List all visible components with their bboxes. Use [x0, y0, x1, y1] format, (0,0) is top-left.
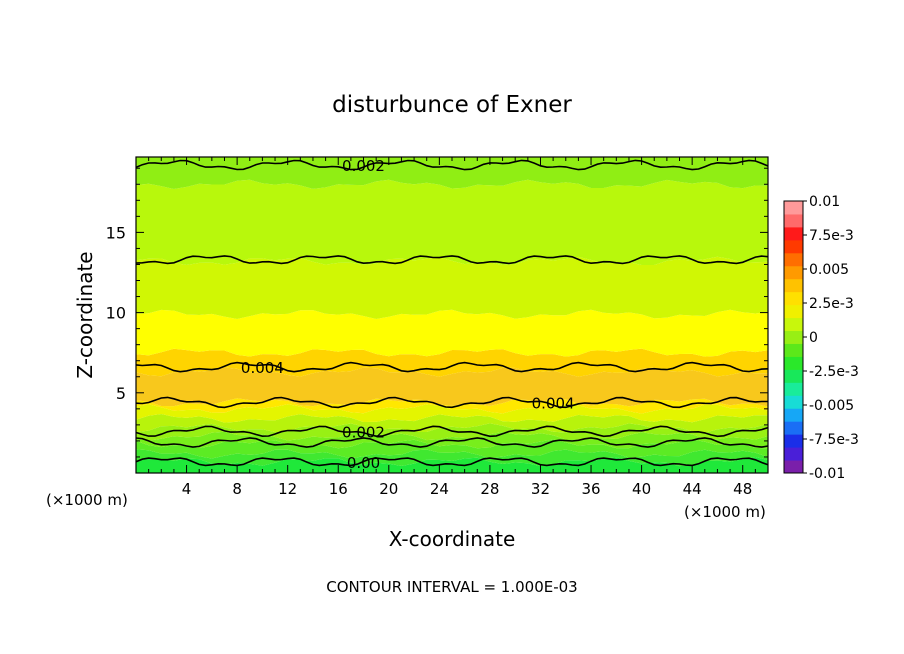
contour-band	[136, 449, 768, 467]
colorbar-label: 0.005	[809, 262, 849, 278]
colorbar-swatch	[784, 213, 803, 228]
x-tick-label: 32	[531, 480, 550, 498]
colorbar-swatch	[784, 304, 803, 319]
colorbar-swatch	[784, 239, 803, 254]
x-tick-label: 40	[632, 480, 651, 498]
chart-title: disturbunce of Exner	[332, 92, 572, 118]
x-tick-label: 44	[683, 480, 702, 498]
x-tick-label: 8	[232, 480, 242, 498]
contour-band	[136, 457, 768, 473]
contour-line	[135, 425, 769, 438]
contour-line	[135, 361, 769, 373]
colorbar-swatch	[784, 343, 803, 357]
x-tick-label: 4	[182, 480, 192, 498]
contour-line	[135, 437, 769, 448]
colorbar-swatch	[784, 265, 803, 280]
x-axis-label: X-coordinate	[389, 527, 516, 551]
colorbar-swatch	[784, 317, 803, 332]
colorbar-swatch	[784, 382, 803, 396]
colorbar-label: -0.005	[809, 398, 854, 414]
colorbar-swatch	[784, 369, 803, 383]
colorbar-label: -7.5e-3	[809, 432, 859, 448]
colorbar-label: 7.5e-3	[809, 228, 854, 244]
contour-band	[136, 414, 768, 433]
x-tick-label: 12	[278, 480, 297, 498]
contour-interval-note: CONTOUR INTERVAL = 1.000E-03	[326, 578, 577, 596]
colorbar-label: -0.01	[809, 466, 845, 482]
y-tick-label: 5	[116, 384, 126, 403]
colorbar-swatch	[784, 278, 803, 293]
colorbar-swatch	[784, 201, 803, 215]
colorbar-label: -2.5e-3	[809, 364, 859, 380]
colorbar-label: 0.01	[809, 194, 840, 210]
x-unit-right: (×1000 m)	[684, 503, 766, 521]
contour-band	[136, 398, 768, 414]
x-tick-label: 36	[581, 480, 600, 498]
contour-band	[136, 367, 768, 407]
contour-band	[136, 157, 768, 189]
contour-line	[135, 396, 768, 409]
x-tick-label: 28	[480, 480, 499, 498]
contour-band	[136, 439, 768, 459]
y-tick-label: 15	[106, 223, 126, 242]
colorbar-label: 2.5e-3	[809, 296, 854, 312]
contour-band	[136, 256, 768, 319]
colorbar-swatch	[784, 356, 803, 370]
y-axis-label: Z-coordinate	[73, 251, 97, 378]
contour-label: 0.002	[342, 423, 385, 441]
contour-band	[136, 404, 768, 423]
x-tick-label: 20	[379, 480, 398, 498]
colorbar-swatch	[784, 330, 803, 344]
colorbar-swatch	[784, 252, 803, 267]
contour-line	[135, 457, 769, 467]
contour-label: 0.004	[241, 359, 284, 377]
colorbar: 0.01 7.5e-3 0.005 2.5e-3 0 -2.5e-3 -0.005 -7.5e…	[783, 194, 859, 482]
contour-lines: 0.00 0.002 0.004 0.004 0.002	[135, 157, 769, 472]
contour-line	[135, 255, 769, 265]
contour-band	[136, 309, 768, 357]
colorbar-swatch	[784, 395, 803, 409]
colorbar-swatch	[784, 447, 803, 461]
plot-area	[136, 157, 768, 473]
colorbar-swatch	[784, 434, 803, 448]
contour-label: 0.004	[532, 394, 575, 412]
colorbar-swatch	[784, 421, 803, 435]
colorbar-swatch	[784, 408, 803, 422]
x-tick-label: 16	[329, 480, 348, 498]
x-unit-left: (×1000 m)	[46, 491, 128, 509]
colorbar-swatch	[784, 226, 803, 241]
contour-band	[136, 179, 768, 265]
contour-band	[136, 348, 768, 377]
contour-line	[135, 159, 769, 171]
colorbar-swatch	[784, 291, 803, 306]
x-tick-label: 48	[733, 480, 752, 498]
x-tick-label: 24	[430, 480, 449, 498]
colorbar-swatch	[784, 460, 803, 474]
colorbar-label: 0	[809, 330, 818, 346]
y-tick-label: 10	[106, 304, 126, 323]
contour-label: 0.002	[342, 157, 385, 175]
contour-label: 0.00	[347, 454, 380, 472]
